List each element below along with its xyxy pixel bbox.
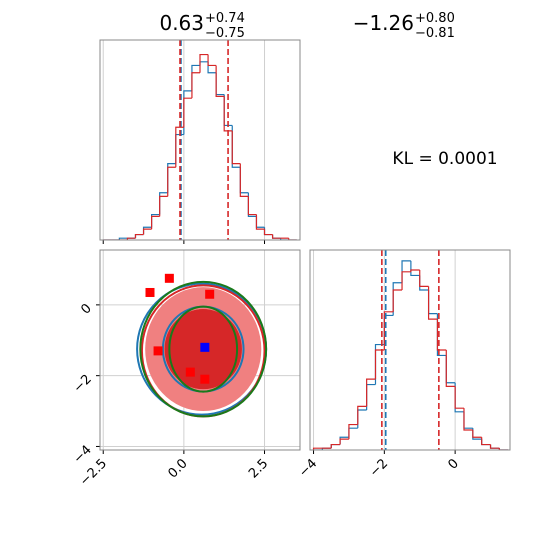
hist-step [481, 439, 491, 446]
hist-step [366, 378, 376, 407]
hist-step [191, 64, 200, 91]
axes-frame [99, 39, 301, 241]
marker [200, 374, 210, 384]
hist-step [126, 237, 136, 240]
hist-step [410, 269, 420, 272]
hist-step [207, 61, 217, 74]
hist-step [463, 408, 473, 431]
hist-step [142, 226, 152, 235]
x-tick-label: −4 [296, 456, 320, 480]
hist-step [357, 409, 367, 429]
hist-step [183, 97, 192, 128]
hist-step [183, 90, 192, 135]
marker [153, 346, 163, 356]
hist-step [374, 349, 385, 380]
hist-step [481, 437, 491, 446]
x-tick-label: −2 [367, 456, 391, 480]
hist-step [427, 286, 438, 320]
hist-step [263, 229, 273, 236]
plot-area [102, 40, 297, 240]
hist-step [357, 405, 367, 425]
title-minus: −0.81 [415, 26, 455, 41]
hist-step [454, 386, 464, 409]
hist-step [445, 355, 456, 384]
hist-step [231, 125, 241, 168]
y-tick-label: −2 [71, 372, 95, 396]
contour [168, 305, 239, 393]
plot-area [312, 250, 509, 450]
marker [205, 289, 215, 299]
hist-step [419, 275, 429, 291]
title-minus: −0.75 [205, 26, 245, 41]
hist-step [207, 54, 217, 67]
hist-step [392, 289, 403, 312]
hist-step [118, 237, 128, 240]
hist-step [223, 96, 233, 132]
hist-step [191, 72, 200, 99]
x-tick-label: 0 [445, 456, 461, 472]
hist-step [263, 227, 273, 236]
hist-step [410, 260, 420, 277]
hist-step [383, 311, 394, 350]
x-tick-label: 0.0 [165, 456, 190, 481]
hist-step [167, 163, 176, 193]
hist-step [231, 130, 241, 165]
hist-step [472, 430, 482, 438]
axes-frame [99, 249, 301, 451]
hist-step [239, 167, 249, 194]
hist-step [339, 438, 349, 445]
axes-frame [309, 249, 511, 451]
hist-step [247, 196, 257, 216]
title-value: −1.26 [353, 11, 414, 35]
hist-step [366, 383, 376, 410]
marker [145, 287, 155, 297]
hist-step [401, 271, 411, 290]
hist-step [489, 444, 500, 449]
contour [139, 280, 268, 418]
hist-step [142, 228, 152, 235]
hist-step [151, 215, 160, 230]
hist-step [312, 447, 323, 450]
hist-step [330, 443, 341, 449]
hist-step [247, 192, 257, 217]
hist-step [339, 436, 349, 445]
title-plus: +0.74 [205, 11, 245, 26]
hist-step [215, 65, 225, 97]
hist-step [134, 233, 144, 239]
hist-step [427, 290, 438, 315]
title-plus: +0.80 [415, 11, 455, 26]
hist-step [255, 214, 265, 230]
hist-step [271, 234, 281, 239]
title-value: 0.63 [159, 11, 204, 35]
marker [185, 367, 195, 377]
hist-step [454, 382, 464, 413]
hist-step [419, 270, 429, 287]
hist-step [348, 427, 358, 438]
x-tick-label: 2.5 [246, 456, 271, 481]
hist-step [288, 238, 297, 240]
hist-step [445, 350, 456, 387]
hist-step [239, 163, 249, 197]
hist-step [436, 319, 447, 351]
hist-step [463, 411, 473, 429]
y-tick-label: 0 [78, 301, 94, 317]
hist-step [498, 448, 509, 450]
marker [164, 273, 174, 283]
hist-step [175, 126, 184, 168]
hist-step [280, 238, 289, 240]
plot-area [100, 250, 300, 450]
hist-step [348, 423, 358, 440]
hist-step [167, 166, 176, 197]
hist-step [215, 72, 225, 96]
marker [200, 342, 210, 352]
kl-annotation: KL = 0.0001 [392, 149, 497, 169]
contour [165, 309, 242, 390]
hist-step [199, 61, 209, 66]
hist-step [199, 53, 209, 73]
hist-step [255, 216, 265, 228]
hist-step [159, 195, 168, 217]
hist-step [392, 282, 403, 316]
